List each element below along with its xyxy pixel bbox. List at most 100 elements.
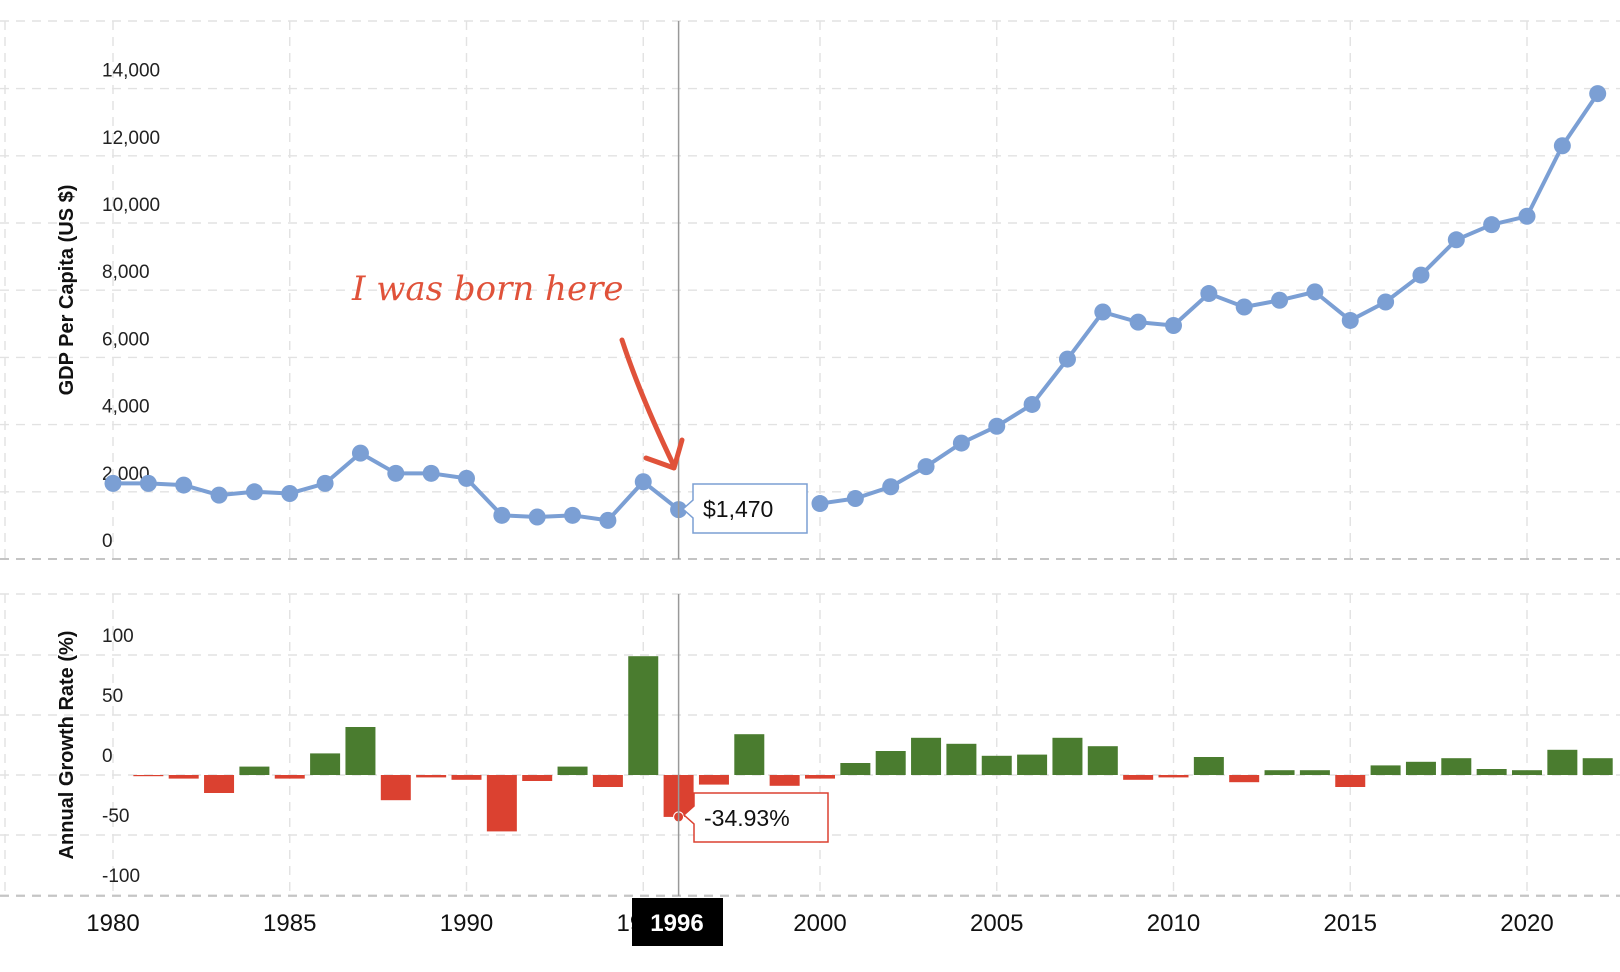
gdp-point xyxy=(846,490,864,508)
born-here-annotation: I was born here xyxy=(351,269,685,471)
gdp-point xyxy=(1306,283,1324,301)
top-y-axis-title: GDP Per Capita (US $) xyxy=(56,185,78,396)
x-tick-label: 2020 xyxy=(1500,910,1553,937)
gdp-point xyxy=(882,478,900,496)
gdp-point xyxy=(1235,298,1253,316)
growth-bar xyxy=(1299,770,1330,775)
x-tick-label: 2000 xyxy=(793,910,846,937)
gdp-point xyxy=(1589,85,1607,103)
growth-tooltip-box xyxy=(682,792,829,843)
growth-bar xyxy=(1193,757,1224,775)
growth-bar xyxy=(1158,775,1189,778)
gdp-point xyxy=(493,506,511,524)
growth-bars xyxy=(133,656,1613,832)
growth-bar xyxy=(168,775,199,779)
gdp-point xyxy=(1058,350,1076,368)
growth-bar xyxy=(1052,737,1083,775)
gdp-tooltip-box xyxy=(681,483,808,534)
gdp-point xyxy=(316,474,334,492)
growth-bar xyxy=(1441,758,1472,775)
gdp-point xyxy=(104,474,122,492)
gdp-point xyxy=(1518,207,1536,225)
gdp-point xyxy=(1377,293,1395,311)
growth-bar xyxy=(345,727,376,775)
gdp-point xyxy=(175,476,193,494)
growth-bar xyxy=(1087,746,1118,775)
growth-tooltip-text: -34.93% xyxy=(704,805,790,831)
growth-bar xyxy=(486,775,517,832)
growth-bar xyxy=(522,775,553,781)
growth-bar xyxy=(416,775,447,778)
annotation-text: I was born here xyxy=(351,269,623,309)
growth-bar xyxy=(204,775,235,793)
top-panel-grid xyxy=(0,20,1620,560)
bottom-y-tick-label: 50 xyxy=(102,686,123,707)
growth-bar xyxy=(1123,775,1154,780)
growth-bar xyxy=(875,751,906,775)
x-tick-label: 2010 xyxy=(1147,910,1200,937)
gdp-point xyxy=(1200,285,1218,303)
gdp-point xyxy=(1094,303,1112,321)
x-tick-label: 1980 xyxy=(86,910,139,937)
annotation-arrowhead-icon xyxy=(643,437,685,471)
growth-bar xyxy=(840,763,871,775)
growth-bar xyxy=(380,775,411,801)
x-tick-label: 2015 xyxy=(1324,910,1377,937)
bottom-y-axis-title: Annual Growth Rate (%) xyxy=(56,631,78,860)
top-y-tick-label: 14,000 xyxy=(102,61,160,82)
top-y-tick-label: 10,000 xyxy=(102,195,160,216)
growth-bar xyxy=(1582,758,1613,775)
gdp-point xyxy=(458,469,475,487)
gdp-point xyxy=(351,444,369,462)
gdp-point xyxy=(1165,316,1182,334)
bottom-y-tick-label: -100 xyxy=(102,866,140,887)
gdp-point xyxy=(1129,313,1147,331)
top-y-tick-label: 12,000 xyxy=(102,128,160,149)
gdp-point xyxy=(1483,216,1501,234)
growth-bar xyxy=(1476,769,1507,775)
growth-bar xyxy=(133,775,164,777)
crosshair-x-label-box xyxy=(632,898,723,946)
growth-bar xyxy=(1229,775,1260,783)
gdp-point xyxy=(281,484,299,502)
gdp-point xyxy=(988,417,1006,435)
x-tick-label: 1985 xyxy=(263,910,316,937)
growth-bar xyxy=(592,775,623,787)
x-axis-ticks: 198019851990199520002005201020152020 xyxy=(86,910,1553,937)
x-tick-label: 1990 xyxy=(440,910,493,937)
gdp-point xyxy=(139,474,157,492)
growth-bar xyxy=(628,656,659,775)
growth-bar xyxy=(1264,770,1295,775)
growth-bar xyxy=(1370,765,1401,775)
gdp-point xyxy=(387,464,405,482)
bottom-y-tick-label: 0 xyxy=(102,746,113,767)
growth-bar xyxy=(698,775,729,785)
growth-bar xyxy=(310,753,341,775)
gdp-point xyxy=(1553,137,1571,155)
gdp-point xyxy=(811,495,829,513)
gdp-tooltip: $1,470 xyxy=(681,483,808,534)
bottom-panel-grid xyxy=(0,593,1620,897)
growth-bar xyxy=(769,775,800,786)
gdp-point xyxy=(245,483,263,501)
gdp-point xyxy=(1023,395,1041,413)
gdp-point xyxy=(1341,311,1359,329)
growth-bar xyxy=(1512,770,1542,775)
growth-bar xyxy=(946,743,977,775)
growth-bar xyxy=(1405,761,1436,775)
growth-bar xyxy=(557,766,588,775)
top-y-tick-label: 0 xyxy=(102,531,113,552)
gdp-tooltip-text: $1,470 xyxy=(703,496,773,522)
top-y-tick-label: 4,000 xyxy=(102,397,150,418)
bottom-y-axis-ticks: -100 -50 0 50 100 xyxy=(102,626,140,887)
gdp-point xyxy=(634,473,652,491)
gdp-point xyxy=(917,458,935,476)
gdp-point xyxy=(422,464,440,482)
gdp-point xyxy=(1271,291,1289,309)
bottom-y-tick-label: 100 xyxy=(102,626,134,647)
crosshair-x-label-text: 1996 xyxy=(650,910,703,937)
annotation-arrow-icon xyxy=(619,337,677,469)
growth-bar xyxy=(1335,775,1366,787)
